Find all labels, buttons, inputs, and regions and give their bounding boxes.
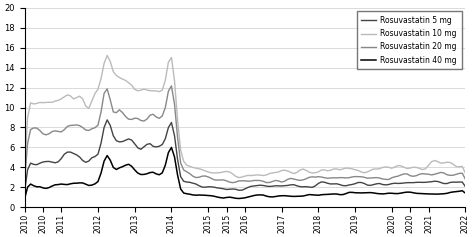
Rosuvastatin 40 mg xyxy=(358,191,364,194)
Rosuvastatin 20 mg xyxy=(169,84,174,87)
Rosuvastatin 5 mg xyxy=(25,168,30,171)
Rosuvastatin 5 mg xyxy=(463,185,468,188)
Rosuvastatin 40 mg xyxy=(435,193,441,196)
Rosuvastatin 20 mg xyxy=(463,178,468,181)
Line: Rosuvastatin 20 mg: Rosuvastatin 20 mg xyxy=(25,86,465,183)
Rosuvastatin 40 mg xyxy=(22,198,27,201)
Line: Rosuvastatin 40 mg: Rosuvastatin 40 mg xyxy=(25,147,465,199)
Rosuvastatin 20 mg xyxy=(362,176,367,179)
Rosuvastatin 40 mg xyxy=(43,187,49,190)
Line: Rosuvastatin 5 mg: Rosuvastatin 5 mg xyxy=(25,120,465,192)
Rosuvastatin 10 mg xyxy=(463,172,468,174)
Rosuvastatin 20 mg xyxy=(25,142,30,145)
Rosuvastatin 20 mg xyxy=(374,176,379,179)
Rosuvastatin 10 mg xyxy=(374,168,379,170)
Rosuvastatin 20 mg xyxy=(230,181,236,184)
Rosuvastatin 40 mg xyxy=(169,146,174,149)
Rosuvastatin 10 mg xyxy=(22,169,27,172)
Rosuvastatin 20 mg xyxy=(438,171,444,174)
Rosuvastatin 5 mg xyxy=(358,181,364,184)
Rosuvastatin 10 mg xyxy=(362,171,367,174)
Rosuvastatin 5 mg xyxy=(22,191,27,194)
Rosuvastatin 5 mg xyxy=(371,183,376,186)
Rosuvastatin 10 mg xyxy=(438,162,444,164)
Rosuvastatin 40 mg xyxy=(25,186,30,189)
Rosuvastatin 5 mg xyxy=(435,180,441,183)
Rosuvastatin 10 mg xyxy=(236,176,242,179)
Line: Rosuvastatin 10 mg: Rosuvastatin 10 mg xyxy=(25,55,465,178)
Rosuvastatin 10 mg xyxy=(104,54,110,57)
Rosuvastatin 10 mg xyxy=(25,116,30,119)
Rosuvastatin 40 mg xyxy=(463,192,468,195)
Rosuvastatin 20 mg xyxy=(22,180,27,183)
Rosuvastatin 5 mg xyxy=(279,185,284,187)
Rosuvastatin 5 mg xyxy=(43,160,49,163)
Rosuvastatin 10 mg xyxy=(43,101,49,104)
Rosuvastatin 40 mg xyxy=(279,194,284,197)
Rosuvastatin 40 mg xyxy=(371,191,376,194)
Legend: Rosuvastatin 5 mg, Rosuvastatin 10 mg, Rosuvastatin 20 mg, Rosuvastatin 40 mg: Rosuvastatin 5 mg, Rosuvastatin 10 mg, R… xyxy=(356,11,462,69)
Rosuvastatin 5 mg xyxy=(104,118,110,121)
Rosuvastatin 20 mg xyxy=(43,133,49,136)
Rosuvastatin 20 mg xyxy=(282,180,288,183)
Rosuvastatin 10 mg xyxy=(282,169,288,172)
